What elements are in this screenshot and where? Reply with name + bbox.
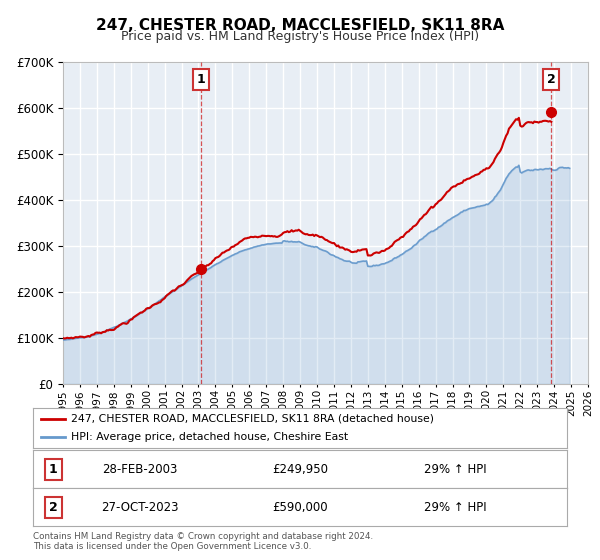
- Text: HPI: Average price, detached house, Cheshire East: HPI: Average price, detached house, Ches…: [71, 432, 349, 442]
- Text: £590,000: £590,000: [272, 501, 328, 514]
- Text: 2: 2: [547, 73, 556, 86]
- Text: £249,950: £249,950: [272, 463, 328, 476]
- Text: Contains HM Land Registry data © Crown copyright and database right 2024.
This d: Contains HM Land Registry data © Crown c…: [33, 532, 373, 552]
- Text: 27-OCT-2023: 27-OCT-2023: [101, 501, 179, 514]
- Text: 28-FEB-2003: 28-FEB-2003: [102, 463, 178, 476]
- Text: 1: 1: [197, 73, 205, 86]
- Text: 29% ↑ HPI: 29% ↑ HPI: [424, 463, 486, 476]
- Text: 1: 1: [49, 463, 58, 476]
- Text: Price paid vs. HM Land Registry's House Price Index (HPI): Price paid vs. HM Land Registry's House …: [121, 30, 479, 43]
- Text: 2: 2: [49, 501, 58, 514]
- Text: 247, CHESTER ROAD, MACCLESFIELD, SK11 8RA (detached house): 247, CHESTER ROAD, MACCLESFIELD, SK11 8R…: [71, 414, 434, 423]
- Text: 29% ↑ HPI: 29% ↑ HPI: [424, 501, 486, 514]
- Text: 247, CHESTER ROAD, MACCLESFIELD, SK11 8RA: 247, CHESTER ROAD, MACCLESFIELD, SK11 8R…: [96, 18, 504, 33]
